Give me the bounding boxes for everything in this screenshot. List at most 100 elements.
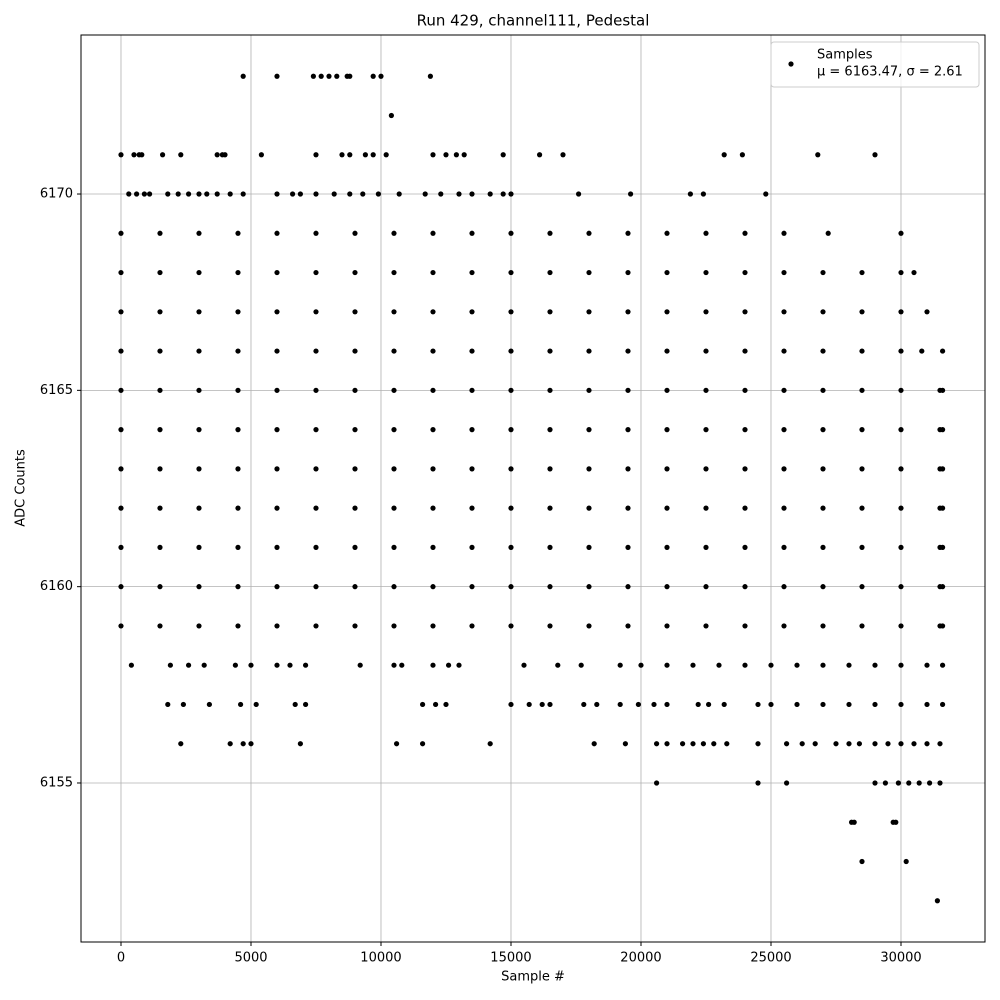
data-point — [139, 152, 145, 158]
data-point — [391, 230, 397, 236]
data-point — [536, 152, 543, 158]
data-point — [742, 544, 748, 550]
data-point — [427, 73, 433, 79]
data-point — [539, 701, 545, 708]
data-point — [430, 584, 436, 590]
data-point — [859, 544, 865, 550]
data-point — [638, 662, 644, 668]
data-point — [547, 309, 553, 315]
data-point — [820, 466, 826, 472]
data-point — [575, 191, 582, 197]
data-point — [742, 387, 748, 393]
data-point — [131, 152, 137, 158]
data-point — [180, 701, 186, 708]
data-point — [196, 230, 202, 236]
data-point — [313, 387, 319, 393]
data-point — [232, 662, 238, 668]
data-point — [924, 701, 930, 708]
data-point — [703, 623, 709, 629]
data-point — [526, 701, 532, 708]
data-point — [893, 819, 899, 825]
data-point — [939, 584, 946, 590]
data-point — [487, 741, 493, 747]
data-point — [157, 584, 163, 590]
data-point — [906, 780, 912, 786]
data-point — [586, 466, 592, 472]
data-point — [547, 269, 553, 276]
data-point — [703, 505, 709, 511]
data-point — [352, 387, 358, 393]
plot-frame — [80, 34, 986, 943]
data-point — [859, 858, 865, 865]
data-point — [859, 466, 865, 472]
data-point — [274, 623, 280, 629]
data-point — [235, 269, 241, 276]
data-point — [508, 387, 514, 393]
data-point — [820, 544, 826, 550]
data-point — [882, 780, 888, 786]
data-point — [664, 623, 670, 629]
data-point — [302, 662, 309, 668]
data-point — [313, 309, 319, 315]
data-point — [240, 73, 246, 79]
data-point — [196, 191, 202, 197]
data-point — [399, 662, 405, 668]
data-point — [781, 230, 787, 236]
data-point — [898, 741, 904, 747]
data-point — [635, 701, 641, 708]
data-point — [911, 269, 917, 276]
data-point — [898, 427, 904, 433]
data-point — [347, 73, 353, 79]
data-point — [742, 348, 748, 354]
data-point — [432, 701, 439, 708]
data-point — [781, 309, 787, 315]
data-point — [653, 780, 660, 786]
data-point — [393, 741, 400, 747]
data-point — [898, 348, 904, 354]
data-point — [924, 741, 930, 747]
data-point — [274, 466, 280, 472]
data-point — [274, 505, 280, 511]
data-point — [274, 427, 280, 433]
data-point — [586, 387, 592, 393]
data-point — [898, 701, 904, 708]
data-point — [742, 309, 748, 315]
data-point — [705, 701, 712, 708]
data-point — [898, 662, 904, 668]
data-point — [313, 427, 319, 433]
data-point — [430, 427, 436, 433]
data-point — [391, 584, 397, 590]
data-point — [508, 505, 514, 511]
data-point — [711, 741, 717, 747]
data-point — [690, 741, 696, 747]
data-point — [326, 73, 332, 79]
data-point — [500, 152, 506, 158]
data-point — [438, 191, 444, 197]
data-point — [469, 230, 475, 236]
data-point — [939, 466, 946, 472]
data-point — [690, 662, 696, 668]
data-point — [586, 230, 592, 236]
data-point — [430, 387, 436, 393]
data-point — [664, 466, 670, 472]
data-point — [820, 662, 826, 668]
data-point — [196, 309, 202, 315]
data-point — [625, 623, 631, 629]
data-point — [898, 544, 904, 550]
data-point — [547, 701, 553, 708]
data-point — [391, 348, 397, 354]
data-point — [768, 662, 774, 668]
data-point — [118, 230, 124, 236]
data-point — [248, 741, 254, 747]
data-point — [820, 348, 826, 354]
data-point — [742, 623, 748, 629]
data-point — [222, 152, 228, 158]
data-point — [391, 466, 397, 472]
data-point — [469, 309, 475, 315]
data-point — [196, 584, 202, 590]
data-point — [937, 741, 943, 747]
data-point — [313, 152, 319, 158]
data-point — [859, 269, 865, 276]
data-point — [508, 309, 514, 315]
data-point — [859, 584, 865, 590]
